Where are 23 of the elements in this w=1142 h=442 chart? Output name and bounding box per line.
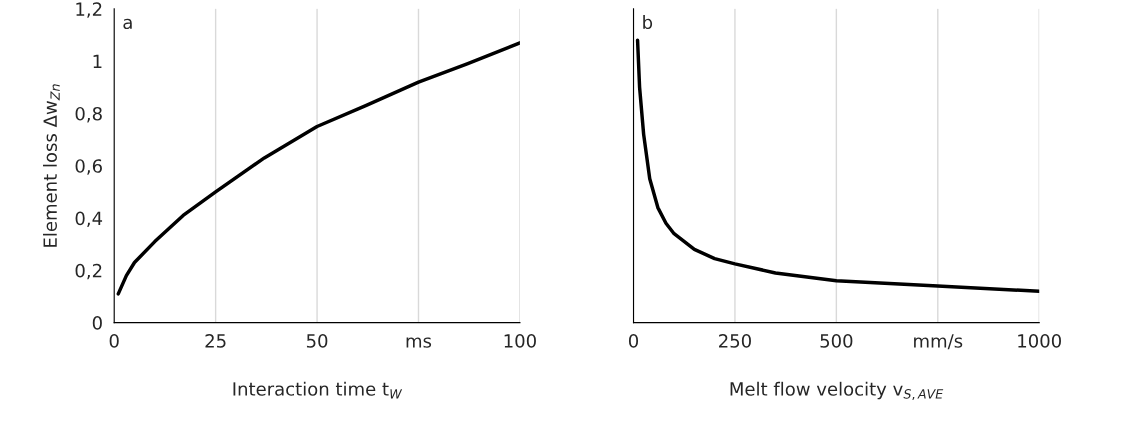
y-tick-label: 1,2	[76, 2, 102, 18]
y-tick-label: 0,6	[75, 159, 102, 175]
y-tick-label: 0,4	[75, 211, 103, 228]
x-tick-label: 100	[504, 334, 536, 348]
y-tick-label: 0,2	[75, 263, 102, 280]
annotation: a	[123, 18, 132, 30]
x-tick-label: 0	[109, 334, 119, 348]
annotation: b	[643, 15, 653, 30]
line-series	[116, 41, 520, 296]
y-tick-label: 0,8	[75, 106, 102, 123]
x-tick-label: 250	[719, 334, 751, 348]
x-tick-label: 500	[820, 334, 853, 348]
x-tick-label: ms	[406, 337, 432, 348]
x-tick-label: 50	[306, 334, 328, 348]
x-tick-label: 25	[205, 334, 226, 348]
x-axis-title: Melt flow velocity v$_{S,AVE}$	[730, 381, 944, 400]
x-tick-label: 0	[628, 334, 639, 348]
x-tick-label: mm/s	[914, 334, 963, 350]
y-axis-title: Element loss Δw$_{Zn}$	[43, 84, 60, 247]
x-axis-title: Interaction time t$_{W}$	[233, 381, 403, 399]
x-tick-label: 1000	[1018, 334, 1061, 348]
y-tick-label: 0	[92, 316, 102, 330]
y-tick-label: 1	[93, 54, 102, 68]
